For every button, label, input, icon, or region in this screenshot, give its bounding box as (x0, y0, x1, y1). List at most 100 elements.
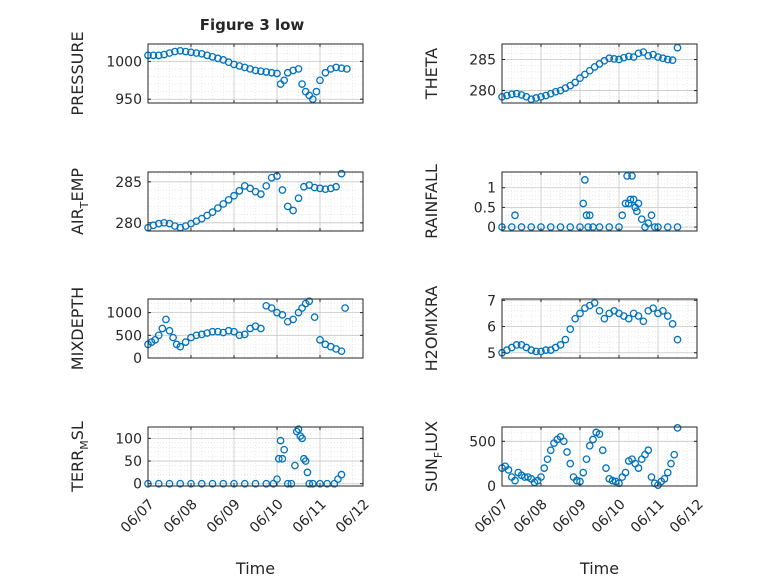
tick-marks (147, 299, 364, 359)
data-series (498, 43, 682, 104)
data-point (634, 49, 643, 58)
data-point (556, 341, 565, 349)
data-point (208, 53, 217, 61)
data-point (576, 74, 584, 83)
data-point (512, 341, 521, 349)
data-point (649, 304, 657, 313)
data-point (278, 454, 287, 463)
data-point (294, 425, 303, 434)
data-point (337, 470, 346, 479)
data-point (154, 219, 163, 228)
data-point (192, 49, 201, 57)
data-point (262, 68, 271, 76)
y-tick-label: 7 (487, 293, 496, 309)
data-point (291, 461, 299, 470)
data-point (235, 62, 244, 70)
data-point (511, 211, 519, 220)
data-point (289, 66, 297, 75)
data-point (507, 223, 516, 231)
y-tick-label: 0 (133, 477, 142, 493)
data-point (235, 186, 244, 195)
data-point (595, 306, 604, 315)
data-point (154, 51, 163, 60)
data-point (165, 49, 174, 57)
y-axis-label: AIRTEMP (68, 168, 91, 235)
data-point (208, 208, 217, 217)
y-axis-label: MIXDEPTH (68, 287, 87, 370)
data-point (581, 70, 589, 79)
data-point (624, 314, 633, 323)
subplot-air-temp: 280 285 AIRTEMP (68, 168, 364, 235)
data-point (246, 65, 254, 73)
data-point (527, 223, 536, 231)
data-point (624, 199, 633, 208)
data-point (262, 479, 271, 488)
data-point (169, 333, 177, 342)
y-tick-label: 50 (124, 454, 142, 470)
data-point (537, 92, 545, 101)
data-point (600, 314, 609, 323)
data-point (559, 437, 568, 446)
data-point (343, 65, 351, 73)
y-tick-label: 0 (487, 479, 496, 495)
data-point (280, 76, 289, 85)
data-point (240, 63, 249, 72)
data-point (585, 441, 594, 450)
data-point (305, 297, 314, 306)
data-point (298, 434, 306, 443)
y-tick-label: 500 (469, 434, 496, 450)
data-point (230, 60, 238, 69)
y-tick-label: 280 (469, 84, 496, 100)
data-point (165, 326, 174, 335)
data-point (273, 475, 281, 484)
axes-box (501, 43, 698, 104)
data-point (323, 479, 332, 488)
y-tick-label: 0.5 (474, 200, 496, 216)
data-point (214, 204, 222, 212)
y-axis-label: TERRMSL (68, 421, 91, 493)
y-axis-label: RAINFALL (422, 164, 441, 239)
data-point (628, 172, 636, 180)
data-point (219, 479, 228, 488)
data-point (527, 95, 536, 104)
data-point (176, 46, 185, 55)
data-point (283, 202, 292, 211)
tick-marks (501, 44, 698, 103)
data-point (644, 446, 653, 455)
y-tick-label: 100 (115, 431, 142, 447)
data-point (511, 476, 519, 485)
data-point (294, 194, 303, 203)
data-point (214, 327, 222, 336)
data-point (582, 211, 591, 220)
data-point (650, 223, 659, 231)
data-point (634, 464, 643, 472)
data-point (584, 223, 592, 231)
data-point (615, 55, 623, 64)
data-point (566, 325, 575, 334)
data-point (289, 206, 297, 215)
y-tick-label: 6 (487, 320, 496, 336)
data-point (507, 90, 516, 99)
data-point (556, 223, 565, 231)
data-point (251, 479, 260, 488)
y-tick-label: 500 (115, 328, 142, 344)
data-series (144, 425, 346, 488)
axes-box (147, 43, 364, 104)
data-point (160, 50, 168, 59)
data-point (208, 479, 217, 488)
data-point (296, 432, 305, 440)
data-series (498, 299, 682, 357)
data-point (532, 94, 540, 102)
data-point (171, 47, 179, 56)
y-axis-label: THETA (422, 48, 441, 100)
data-point (673, 335, 682, 344)
data-point (224, 196, 233, 204)
data-point (659, 54, 667, 63)
data-point (298, 80, 306, 88)
data-point (316, 184, 324, 193)
data-point (181, 338, 190, 346)
y-tick-label: 0 (133, 351, 142, 367)
data-point (235, 331, 244, 340)
data-point (546, 446, 555, 455)
minor-grid (148, 44, 363, 103)
